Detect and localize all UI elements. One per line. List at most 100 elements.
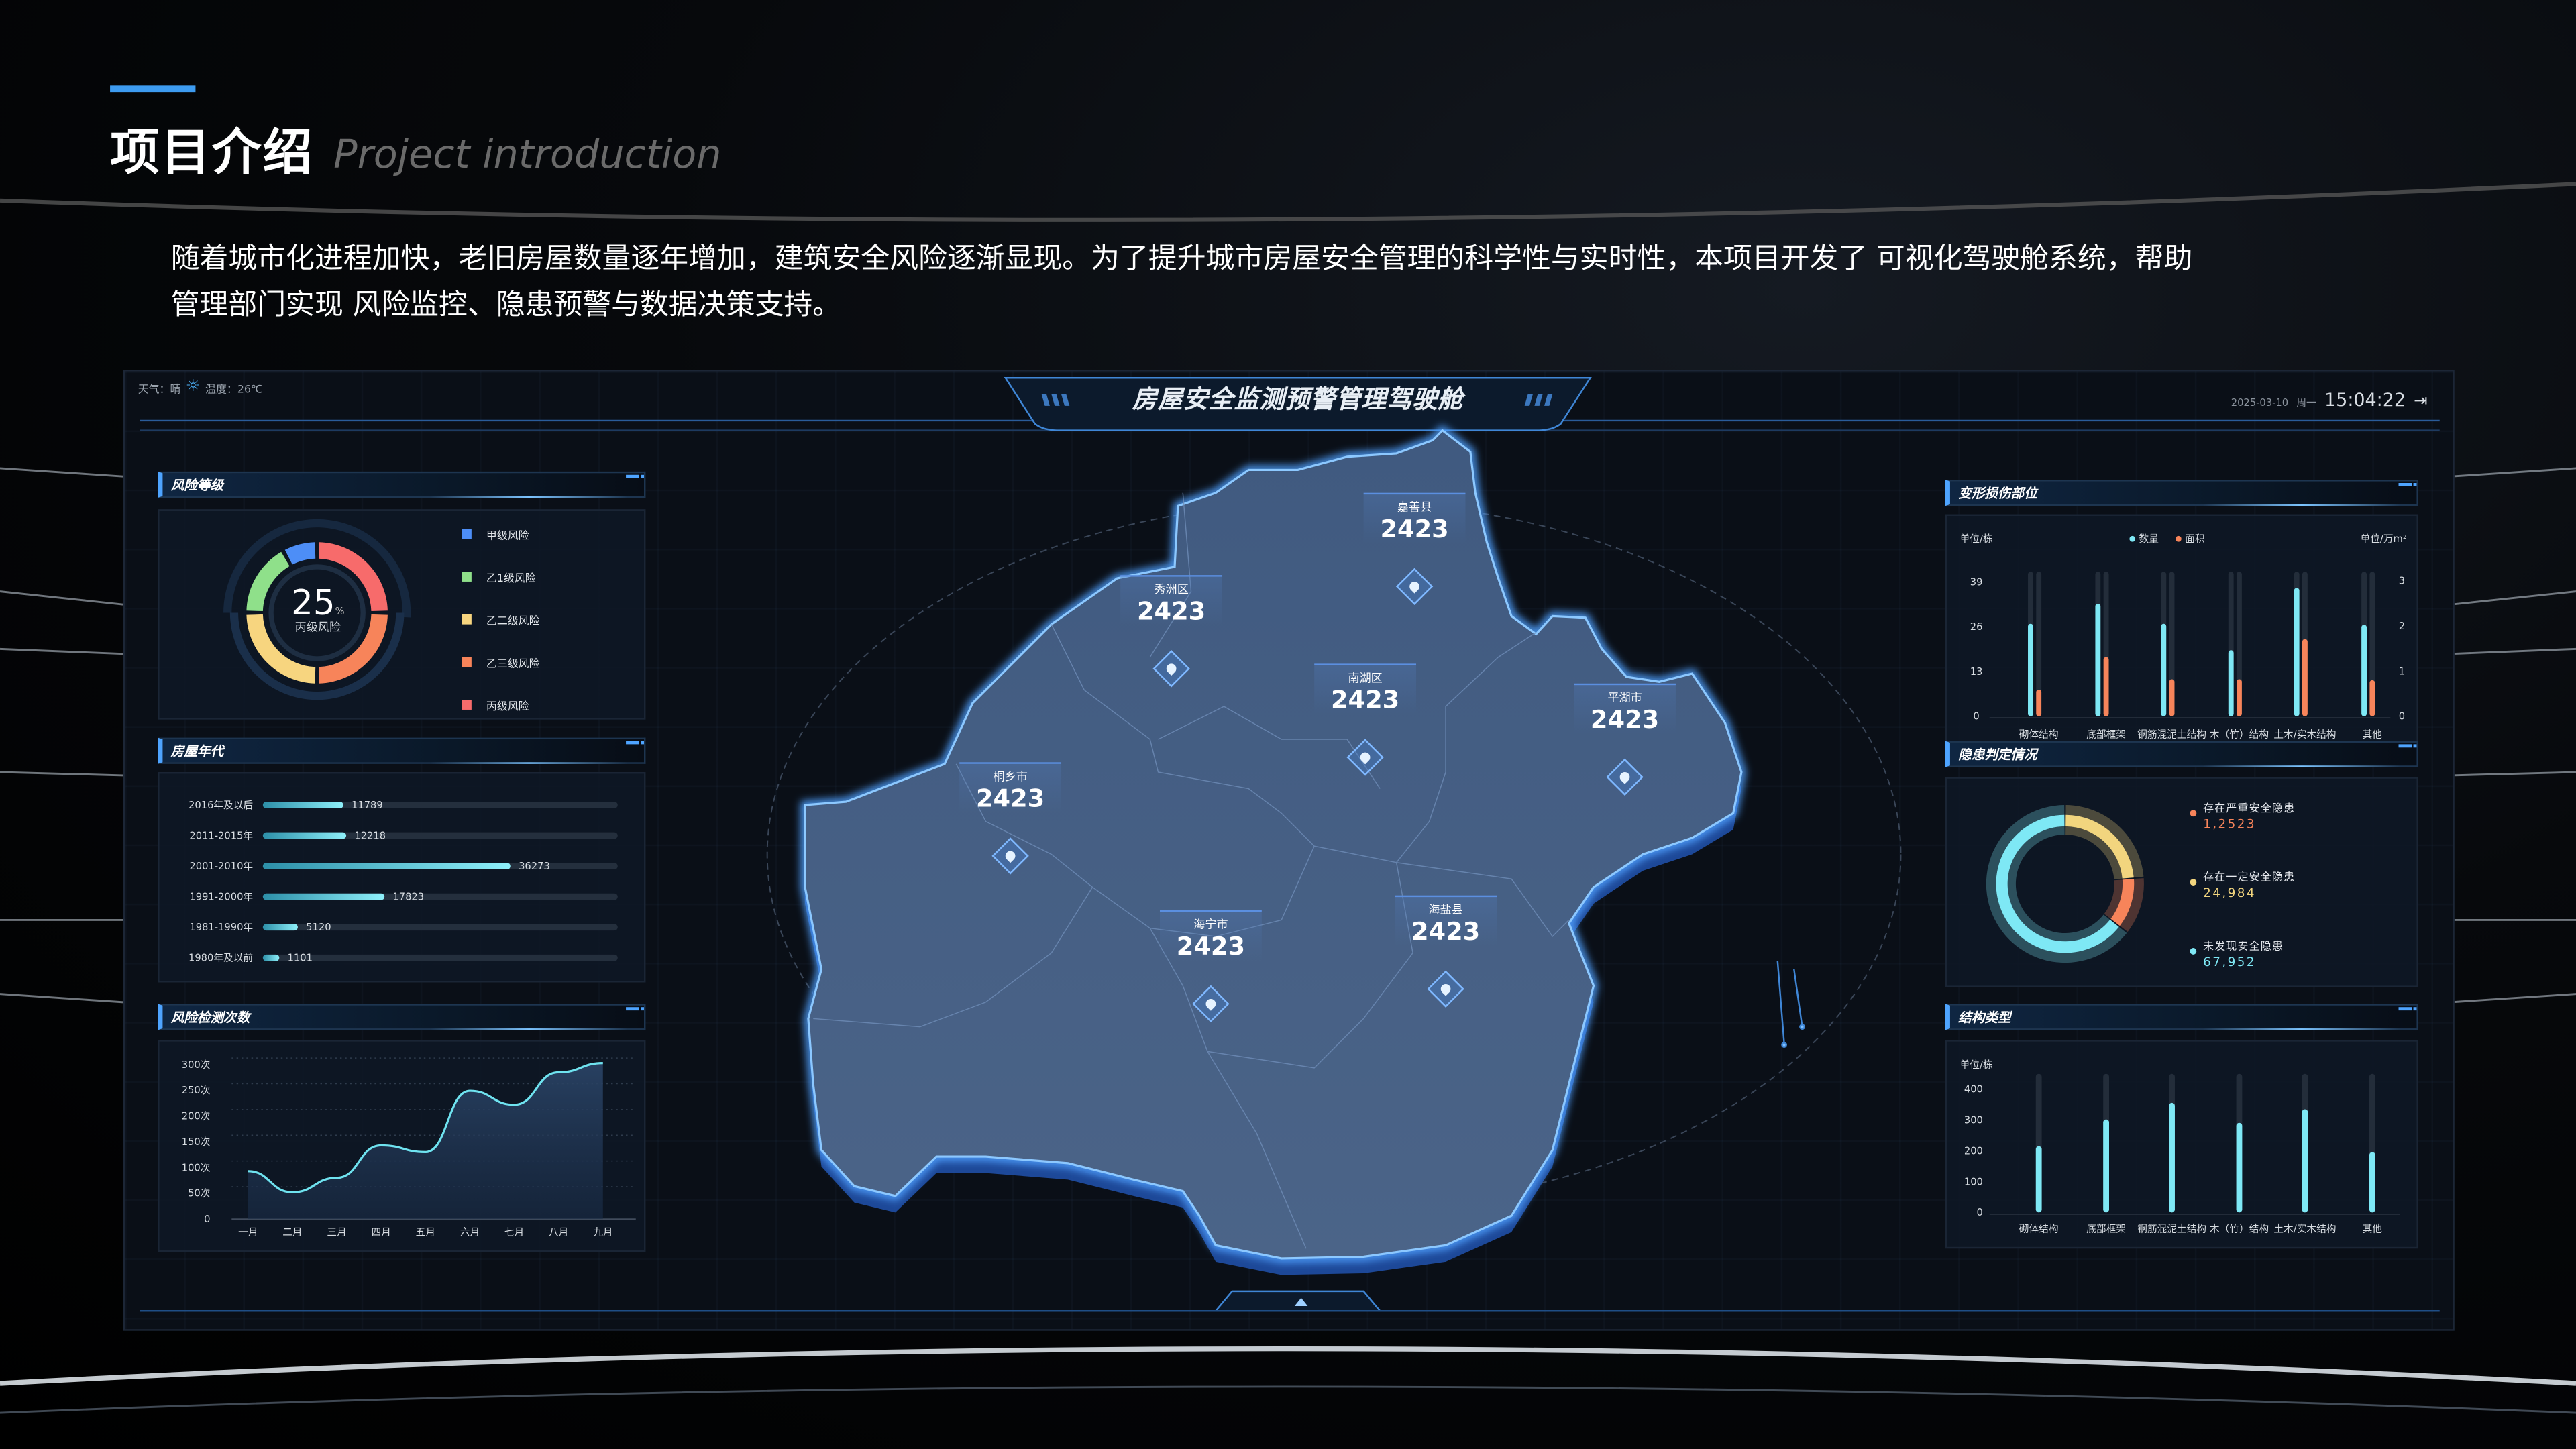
y-tick-label: 50次 xyxy=(188,1188,211,1199)
donut-segment-2 xyxy=(246,614,316,684)
panel-title: 隐患判定情况 xyxy=(1958,747,2037,763)
x-tick-label: 底部框架 xyxy=(2086,729,2126,741)
age-category-label: 1991-2000年 xyxy=(189,892,253,903)
age-bar-track xyxy=(262,954,618,961)
map-region-label[interactable]: 嘉善县 2423 xyxy=(1363,492,1466,544)
panel-header-deformation: 变形损伤部位 xyxy=(1945,480,2418,506)
weather-label: 天气：晴 xyxy=(138,382,181,395)
district-borders xyxy=(813,492,1570,1249)
intro-line: 管理部门实现 风险监控、隐患预警与数据决策支持。 xyxy=(170,289,842,323)
bar-数量 xyxy=(2361,625,2367,716)
donut-segment-1 xyxy=(246,551,290,612)
donut-segment-4 xyxy=(319,542,388,612)
intro-paragraph: 随着城市化进程加快，老旧房屋数量逐年增加，建筑安全风险逐渐显现。为了提升城市房屋… xyxy=(171,237,2438,329)
house-age-bar-chart: 2016年及以后 11789 2011-2015年 12218 2001-2010年 36… xyxy=(189,800,618,964)
title-accent-bar xyxy=(110,85,196,93)
map-region-label[interactable]: 平湖市 2423 xyxy=(1574,683,1676,735)
age-bar-track xyxy=(262,802,618,808)
map-region-label[interactable]: 南湖区 2423 xyxy=(1314,663,1417,715)
legend-item: 甲级风险 xyxy=(462,526,529,542)
y-right-tick-label: 1 xyxy=(2399,665,2405,677)
region-count: 2423 xyxy=(1176,931,1246,961)
legend-dot xyxy=(2190,948,2197,955)
x-tick-label: 砌体结构 xyxy=(2019,729,2059,741)
age-bar xyxy=(262,832,347,839)
age-category-label: 2016年及以后 xyxy=(189,800,253,811)
x-tick-label: 砌体结构 xyxy=(2019,1224,2059,1235)
intro-line: 随着城市化进程加快，老旧房屋数量逐年增加，建筑安全风险逐渐显现。为了提升城市房屋… xyxy=(170,243,2193,276)
bottom-plate xyxy=(1214,1290,1382,1312)
map-region-label[interactable]: 海盐县 2423 xyxy=(1395,895,1497,947)
y-tick-label: 200 xyxy=(1964,1145,1983,1157)
panel-title: 变形损伤部位 xyxy=(1958,486,2037,501)
panel-title: 结构类型 xyxy=(1958,1010,2011,1026)
x-tick-label: 底部框架 xyxy=(2086,1224,2126,1235)
x-tick-label: 八月 xyxy=(549,1227,568,1238)
region-name: 平湖市 xyxy=(1607,692,1642,705)
hazard-value: 67,952 xyxy=(2203,954,2257,969)
legend-swatch xyxy=(462,529,472,539)
y-tick-label: 100次 xyxy=(182,1162,211,1173)
map-orbit-ring xyxy=(766,500,1902,1208)
map-region-label[interactable]: 海宁市 2423 xyxy=(1159,910,1262,961)
region-name: 桐乡市 xyxy=(993,770,1028,784)
panel-risk-level: 25% 丙级风险 甲级风险 乙1级风险 乙二级风险 乙三级风险 丙级风险 xyxy=(158,509,646,720)
page-title: 项目介绍 xyxy=(110,125,314,182)
clock: 15:04:22 xyxy=(2324,389,2406,411)
map-markers-right xyxy=(1776,961,1805,1048)
sun-icon: ☼ xyxy=(185,378,201,396)
legend-label: 乙二级风险 xyxy=(486,614,540,628)
y-tick-label: 0 xyxy=(204,1214,210,1225)
bar-数量 xyxy=(2095,603,2101,716)
donut-segment-3 xyxy=(319,614,388,684)
bar-面积 xyxy=(2302,639,2308,716)
datetime: 2025-03-10 周一 15:04:22 ⇥ xyxy=(2231,389,2428,411)
map-region-label[interactable]: 桐乡市 2423 xyxy=(959,762,1062,814)
x-tick-label: 九月 xyxy=(593,1227,612,1238)
region-name: 秀洲区 xyxy=(1154,583,1189,596)
y-left-tick-label: 13 xyxy=(1970,666,1983,678)
bar xyxy=(2103,1119,2110,1213)
age-value-label: 5120 xyxy=(306,922,331,933)
y-tick-label: 300次 xyxy=(182,1059,211,1071)
line-series xyxy=(248,1062,603,1193)
bar-track xyxy=(2036,572,2042,716)
center-value: 25 xyxy=(291,583,335,623)
panel-header-risk-level: 风险等级 xyxy=(158,471,646,498)
panel-house-age: 2016年及以后 11789 2011-2015年 12218 2001-2010年 36… xyxy=(158,772,646,983)
page-subtitle: Project introduction xyxy=(333,131,722,178)
region-name: 嘉善县 xyxy=(1397,500,1432,515)
x-tick-label: 土木/实木结构 xyxy=(2273,729,2336,741)
panel-header-house-age: 房屋年代 xyxy=(158,737,646,764)
legend-dot xyxy=(2190,810,2197,817)
x-tick-label: 五月 xyxy=(416,1227,435,1238)
age-value-label: 36273 xyxy=(519,861,550,872)
legend-dot xyxy=(2129,535,2136,542)
region-map xyxy=(800,425,1746,1275)
bar-面积 xyxy=(2369,680,2375,716)
hazard-label: 存在一定安全隐患 xyxy=(2203,870,2296,884)
panel-title: 风险检测次数 xyxy=(170,1010,250,1026)
bar-数量 xyxy=(2028,623,2033,716)
header-title-plate xyxy=(1004,377,1592,431)
x-tick-label: 木（竹）结构 xyxy=(2210,729,2269,741)
region-count: 2423 xyxy=(976,784,1045,814)
age-bar xyxy=(262,802,343,808)
y-tick-label: 200次 xyxy=(182,1111,211,1122)
hazard-donut-chart xyxy=(1986,805,2144,963)
donut-segment-0 xyxy=(284,542,316,565)
weather-info: 天气：晴 ☼ 温度：26℃ xyxy=(138,378,263,396)
y-right-tick-label: 2 xyxy=(2399,621,2405,632)
map-region-label[interactable]: 秀洲区 2423 xyxy=(1120,575,1223,627)
x-tick-label: 七月 xyxy=(504,1227,524,1238)
bar-track xyxy=(2369,572,2375,716)
panel-header-risk-checks: 风险检测次数 xyxy=(158,1004,646,1030)
logout-icon[interactable]: ⇥ xyxy=(2414,392,2428,411)
age-category-label: 2001-2010年 xyxy=(189,861,253,872)
bar xyxy=(2035,1146,2042,1213)
age-bar-track xyxy=(262,924,618,931)
center-label: 丙级风险 xyxy=(294,621,341,635)
